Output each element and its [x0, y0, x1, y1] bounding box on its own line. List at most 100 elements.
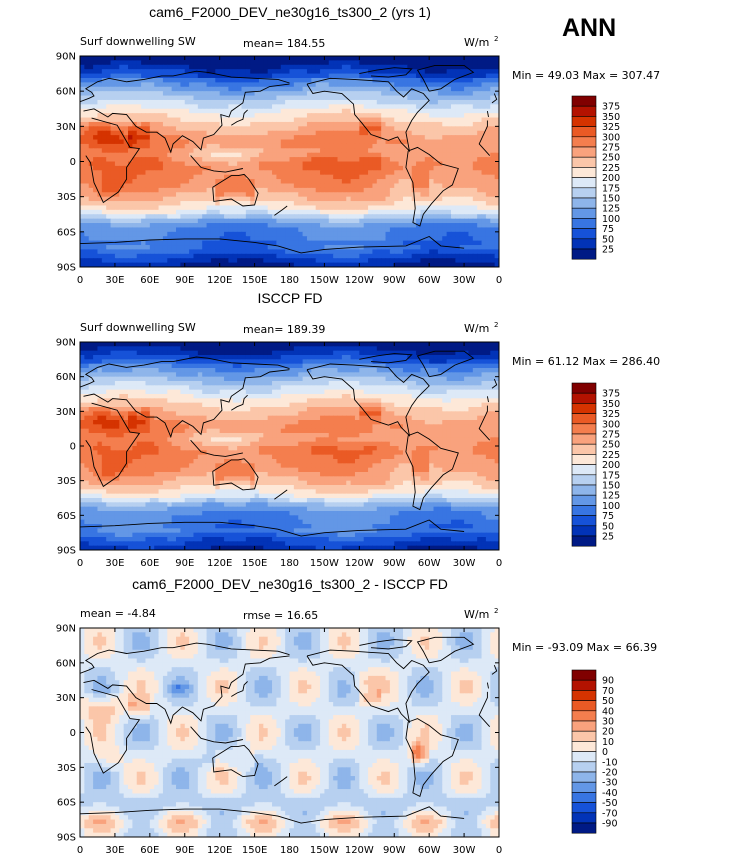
colorbar-box — [571, 802, 597, 814]
colorbar-tick-label: 25 — [602, 532, 614, 543]
x-tick-label: 120W — [345, 845, 374, 856]
x-tick-label: 180 — [280, 845, 299, 856]
colorbar-tick-label: 30 — [602, 717, 614, 728]
colorbar-tick-label: 175 — [602, 470, 620, 481]
y-tick-label: 90S — [57, 263, 76, 274]
x-tick-label: 60W — [418, 558, 441, 569]
map-panel-1: cam6_F2000_DEV_ne30g16_ts300_2 (yrs 1) Su… — [56, 4, 660, 286]
colorbar-box — [571, 751, 597, 763]
colorbar-box — [571, 700, 597, 712]
y-tick-label: 30S — [57, 192, 76, 203]
colorbar-tick-label: 100 — [602, 214, 620, 225]
x-tick-label: 150W — [310, 275, 339, 286]
x-tick-label: 180 — [280, 275, 299, 286]
x-tick-label: 60E — [140, 845, 159, 856]
colorbar-tick-label: 350 — [602, 112, 620, 123]
y-tick-label: 0 — [70, 157, 76, 168]
colorbar-tick-label: 50 — [602, 696, 614, 707]
y-tick-label: 60N — [56, 87, 76, 98]
colorbar-tick-label: 150 — [602, 481, 620, 492]
colorbar-box — [571, 822, 597, 834]
colorbar-tick-label: 225 — [602, 450, 620, 461]
colorbar-box — [571, 218, 597, 229]
colorbar-tick-label: 375 — [602, 389, 620, 400]
coastlines — [80, 350, 498, 537]
x-tick-label: 120E — [207, 558, 232, 569]
y-tick-label: 60N — [56, 658, 76, 669]
y-tick-label: 60S — [57, 798, 76, 809]
x-tick-label: 150W — [310, 558, 339, 569]
y-tick-label: 0 — [70, 442, 76, 453]
x-tick-label: 30W — [453, 558, 476, 569]
colorbar-tick-label: 325 — [602, 122, 620, 133]
colorbar-tick-label: -30 — [602, 778, 618, 789]
colorbar-tick-label: 300 — [602, 419, 620, 430]
colorbar-tick-label: 225 — [602, 163, 620, 174]
panel-title: cam6_F2000_DEV_ne30g16_ts300_2 (yrs 1) — [149, 4, 431, 20]
colorbar-tick-label: 200 — [602, 173, 620, 184]
x-tick-label: 180 — [280, 558, 299, 569]
colorbar-tick-label: 0 — [602, 747, 608, 758]
coastlines — [80, 636, 498, 824]
colorbar-box — [571, 116, 597, 127]
x-tick-label: 0 — [496, 845, 502, 856]
colorbar-box — [571, 515, 597, 527]
colorbar-tick-label: -50 — [602, 798, 618, 809]
colorbar-box — [571, 228, 597, 240]
x-tick-label: 90E — [175, 275, 194, 286]
colorbar-tick-label: 75 — [602, 511, 614, 522]
colorbar-tick-label: 125 — [602, 204, 620, 215]
x-tick-label: 90W — [383, 275, 406, 286]
colorbar-box — [571, 95, 597, 107]
colorbar-box — [571, 382, 597, 394]
colorbar-box — [571, 812, 597, 824]
colorbar-tick-label: 75 — [602, 224, 614, 235]
colorbar-tick-label: 100 — [602, 501, 620, 512]
center-stat-label: rmse = 16.65 — [243, 609, 318, 622]
x-tick-label: 30E — [105, 558, 124, 569]
colorbar-box — [571, 710, 597, 722]
map-panel-3: cam6_F2000_DEV_ne30g16_ts300_2 - ISCCP F… — [56, 576, 657, 856]
units-label: W/m — [464, 608, 489, 621]
y-tick-label: 60S — [57, 227, 76, 238]
units-label: W/m — [464, 322, 489, 335]
colorbar-box — [571, 126, 597, 138]
x-tick-label: 120E — [207, 845, 232, 856]
x-tick-label: 90W — [383, 845, 406, 856]
colorbar-tick-label: 275 — [602, 430, 620, 441]
panel-title: ISCCP FD — [257, 290, 322, 306]
min-max-label: Min = 49.03 Max = 307.47 — [512, 69, 660, 82]
units-exponent: 2 — [494, 321, 498, 329]
y-tick-label: 90N — [56, 624, 76, 635]
colorbar-tick-label: -90 — [602, 819, 618, 830]
center-stat-label: mean= 184.55 — [243, 37, 325, 50]
colorbar-box — [571, 454, 597, 465]
y-tick-label: 30N — [56, 407, 76, 418]
y-tick-label: 30N — [56, 122, 76, 133]
colorbar-box — [571, 669, 597, 681]
units-exponent: 2 — [494, 35, 498, 43]
colorbar-box — [571, 392, 597, 404]
colorbar-tick-label: 50 — [602, 521, 614, 532]
colorbar-tick-label: 150 — [602, 194, 620, 205]
y-tick-label: 30N — [56, 693, 76, 704]
colorbar-box — [571, 741, 597, 752]
min-max-label: Min = 61.12 Max = 286.40 — [512, 355, 660, 368]
y-tick-label: 90S — [57, 546, 76, 557]
x-tick-label: 60W — [418, 275, 441, 286]
colorbar-box — [571, 146, 597, 158]
x-tick-label: 120W — [345, 558, 374, 569]
y-tick-label: 90N — [56, 52, 76, 63]
min-max-label: Min = -93.09 Max = 66.39 — [512, 641, 657, 654]
colorbar-box — [571, 730, 597, 742]
colorbar-box — [571, 136, 597, 148]
panel-title: cam6_F2000_DEV_ne30g16_ts300_2 - ISCCP F… — [132, 576, 448, 592]
x-tick-label: 0 — [77, 845, 83, 856]
coastlines — [80, 64, 498, 254]
colorbar-tick-label: 200 — [602, 460, 620, 471]
colorbar-tick-label: 175 — [602, 183, 620, 194]
colorbar-tick-label: 20 — [602, 727, 614, 738]
x-tick-label: 0 — [77, 275, 83, 286]
